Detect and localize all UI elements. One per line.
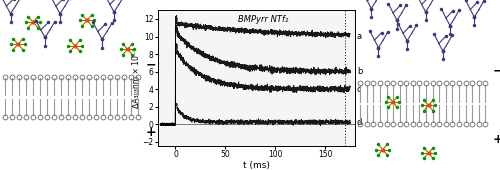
Y-axis label: ΔA₃₀₃nm × 10⁻³: ΔA₃₀₃nm × 10⁻³ [132,48,141,108]
Text: +: + [146,126,156,139]
Text: −: − [146,58,156,71]
Text: +: + [493,133,500,146]
Text: c: c [357,85,362,94]
Text: d: d [357,118,362,127]
X-axis label: t (ms): t (ms) [243,161,270,170]
Text: a: a [357,32,362,41]
Text: b: b [357,67,362,76]
Text: −: − [493,65,500,78]
Text: BMPyrr NTf₂: BMPyrr NTf₂ [238,15,288,24]
